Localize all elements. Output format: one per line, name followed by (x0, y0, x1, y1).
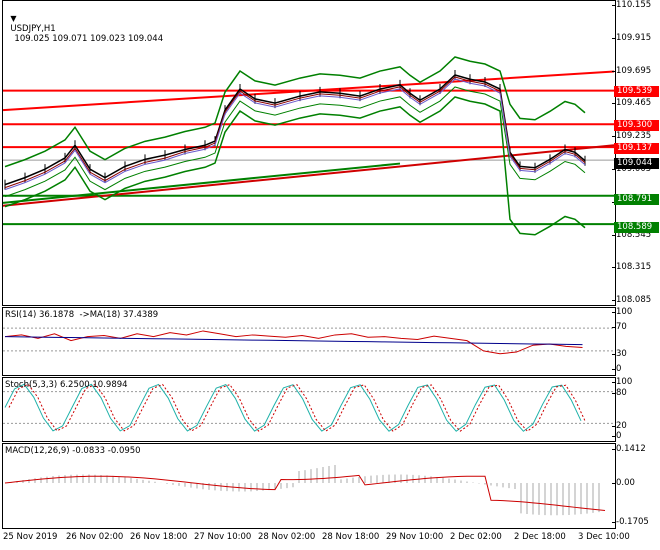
price-tick: 109.915 (611, 33, 652, 43)
price-tick: 109.005 (611, 164, 652, 174)
current-price-badge: 109.044 (614, 158, 659, 169)
time-tick: 28 Nov 02:00 (258, 532, 316, 542)
stoch-tick: 20 (612, 421, 627, 431)
stoch-label: Stoch(5,3,3) 6.2500 10.9894 (5, 380, 128, 390)
price-tick: 108.545 (611, 230, 652, 240)
price-tick: 109.465 (611, 98, 652, 108)
price-chart-pane[interactable] (2, 0, 616, 306)
macd-tick: -0.1705 (612, 517, 649, 527)
time-tick: 27 Nov 10:00 (194, 532, 252, 542)
trendline-support (2, 162, 401, 204)
stoch-tick: 100 (611, 377, 633, 387)
chart-header: ▼ USDJPY,H1 109.025 109.071 109.023 109.… (5, 4, 163, 44)
level-badge-resistance-3: 109.137 (614, 143, 659, 154)
menu-triangle-icon[interactable]: ▼ (10, 14, 17, 23)
time-tick: 26 Nov 02:00 (66, 532, 124, 542)
level-badge-support-1: 108.791 (614, 194, 659, 205)
rsi-ma-line (4, 336, 583, 346)
rsi-tick: 100 (611, 307, 633, 317)
rsi-axis: 100 70 30 0 (611, 307, 660, 374)
macd-tick: 0.00 (612, 478, 635, 488)
time-tick: 29 Nov 10:00 (386, 532, 444, 542)
upper-band (4, 56, 586, 168)
stoch-tick: 80 (612, 388, 627, 398)
stoch-axis: 100 80 20 0 (611, 377, 660, 441)
time-tick: 3 Dec 10:00 (578, 532, 630, 542)
time-tick: 28 Nov 18:00 (322, 532, 380, 542)
level-badge-support-2: 108.589 (614, 222, 659, 233)
rsi-tick: 0 (611, 364, 622, 374)
rsi-label: RSI(14) 36.1878 ->MA(18) 37.4389 (5, 310, 159, 320)
time-tick: 26 Nov 18:00 (130, 532, 188, 542)
rsi-tick: 70 (612, 322, 627, 332)
mid-band (4, 86, 586, 198)
macd-label: MACD(12,26,9) -0.0833 -0.0950 (5, 446, 141, 456)
macd-signal-line (4, 474, 606, 511)
stoch-tick: 0 (611, 431, 622, 441)
rsi-line (4, 330, 583, 355)
time-tick: 25 Nov 2019 (3, 532, 58, 542)
stoch-main-line (4, 383, 582, 432)
macd-axis: 0.1412 0.00 -0.1705 (612, 443, 660, 527)
price-tick: 110.155 (611, 0, 652, 10)
level-badge-resistance-1: 109.539 (614, 86, 659, 97)
ohlc-values: 109.025 109.071 109.023 109.044 (14, 34, 164, 44)
trendline-upper (2, 70, 615, 112)
rsi-tick: 30 (612, 349, 627, 359)
stochastic-pane[interactable] (2, 377, 616, 442)
rsi-pane[interactable] (2, 307, 616, 376)
ma-line-2 (4, 78, 586, 191)
macd-tick: 0.1412 (612, 444, 646, 454)
time-tick: 2 Dec 02:00 (450, 532, 502, 542)
price-tick: 109.235 (611, 131, 652, 141)
symbol-timeframe: USDJPY,H1 (10, 24, 56, 34)
time-tick: 2 Dec 18:00 (514, 532, 566, 542)
price-tick: 108.315 (611, 262, 652, 272)
price-tick: 109.695 (611, 66, 652, 76)
stoch-signal-line (8, 383, 586, 432)
macd-pane[interactable] (2, 443, 616, 529)
price-tick: 108.085 (611, 295, 652, 305)
level-badge-resistance-2: 109.300 (614, 120, 659, 131)
lower-band (4, 96, 586, 236)
